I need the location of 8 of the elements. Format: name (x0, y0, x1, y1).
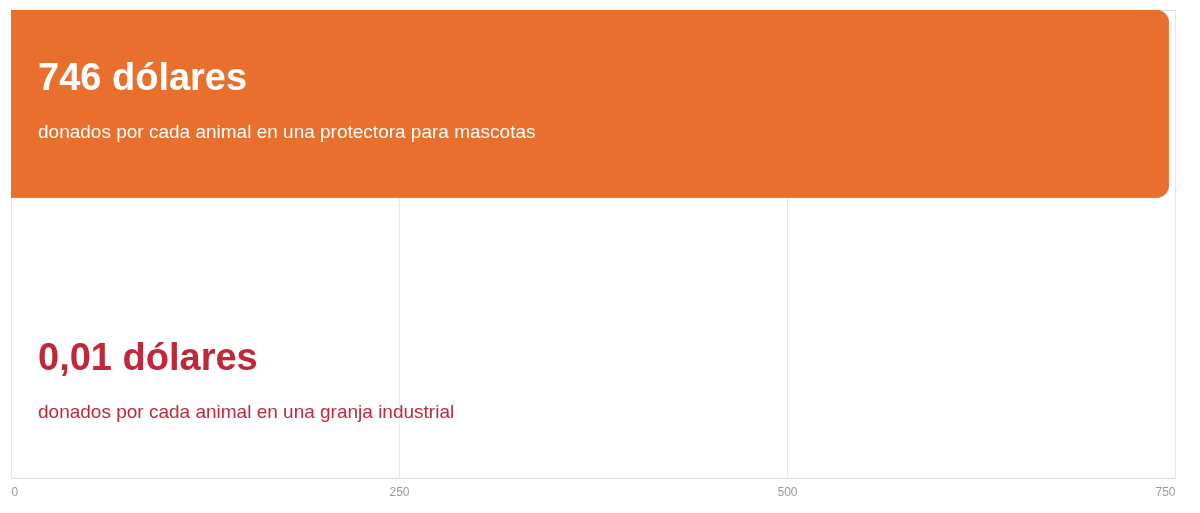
y-tick-label: donados por cada animal en una protectora para mascotas (38, 120, 536, 142)
y-tick-label: donados por cada animal en una granja industrial (38, 401, 455, 423)
data-label: 746 dólares (38, 55, 248, 98)
data-label: 0,01 dólares (38, 336, 258, 379)
x-tick-label: 0 (11, 484, 19, 499)
x-tick-label: 500 (777, 484, 798, 499)
x-tick-label: 250 (389, 484, 410, 499)
x-tick-label: 750 (1155, 484, 1176, 499)
